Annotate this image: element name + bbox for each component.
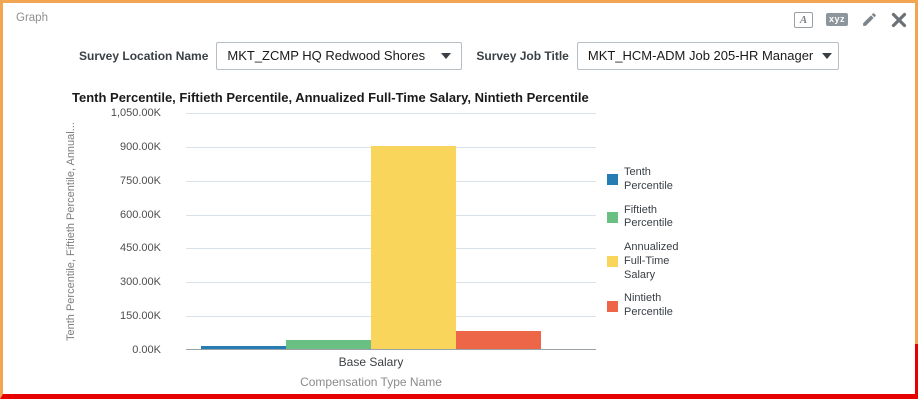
legend-swatch (607, 174, 618, 186)
legend-item[interactable]: Nintieth Percentile (607, 292, 703, 320)
y-tick-label: 150.00K (120, 310, 161, 323)
chart-title: Tenth Percentile, Fiftieth Percentile, A… (72, 90, 589, 105)
chevron-down-icon (822, 52, 833, 59)
y-tick-label: 750.00K (120, 174, 161, 187)
font-style-icon[interactable]: A (793, 11, 813, 28)
y-tick-label: 450.00K (120, 242, 161, 255)
chevron-down-icon (441, 52, 452, 59)
bar-nintieth-percentile[interactable] (456, 331, 541, 349)
survey-job-title-label: Survey Job Title (476, 48, 569, 63)
y-tick-label: 300.00K (120, 276, 161, 289)
toolbar: A xyz (793, 11, 907, 28)
legend-label: Annualized Full-Time Salary (624, 241, 679, 281)
close-icon[interactable] (891, 12, 907, 28)
y-tick-label: 0.00K (132, 344, 161, 356)
plot-area (186, 113, 596, 350)
survey-location-dropdown[interactable]: MKT_ZCMP HQ Redwood Shores (216, 41, 463, 70)
legend-swatch (607, 211, 618, 223)
legend: Tenth Percentile Fiftieth Percentile Annua… (607, 166, 703, 320)
y-tick-label: 1,050.00K (110, 107, 161, 119)
legend-swatch (607, 300, 618, 312)
y-tick-label: 600.00K (120, 208, 161, 221)
bar-annualized-full-time-salary[interactable] (371, 146, 456, 349)
alert-border-right (915, 344, 918, 399)
survey-location-value: MKT_ZCMP HQ Redwood Shores (227, 48, 426, 63)
filter-row: Survey Location Name MKT_ZCMP HQ Redwood… (79, 41, 839, 70)
raw-data-xyz-icon[interactable]: xyz (825, 13, 848, 26)
y-tick-label: 900.00K (120, 140, 161, 153)
x-axis-title: Compensation Type Name (300, 375, 442, 389)
window-title: Graph (16, 12, 48, 24)
legend-label: Fiftieth Percentile (624, 203, 673, 230)
edit-pencil-icon[interactable] (861, 11, 878, 28)
survey-job-title-value: MKT_HCM-ADM Job 205-HR Manager (587, 48, 814, 63)
legend-swatch (607, 256, 618, 268)
bar-tenth-percentile[interactable] (201, 346, 286, 349)
legend-item[interactable]: Annualized Full-Time Salary (607, 241, 703, 282)
survey-location-label: Survey Location Name (79, 48, 209, 63)
bar-fiftieth-percentile[interactable] (286, 340, 371, 349)
legend-item[interactable]: Fiftieth Percentile (607, 204, 703, 232)
legend-label: Tenth Percentile (624, 166, 673, 192)
gridline (186, 113, 596, 114)
survey-job-title-dropdown[interactable]: MKT_HCM-ADM Job 205-HR Manager (576, 41, 839, 70)
x-category-label: Base Salary (338, 355, 404, 369)
legend-item[interactable]: Tenth Percentile (607, 166, 703, 194)
legend-label: Nintieth Percentile (624, 292, 673, 318)
